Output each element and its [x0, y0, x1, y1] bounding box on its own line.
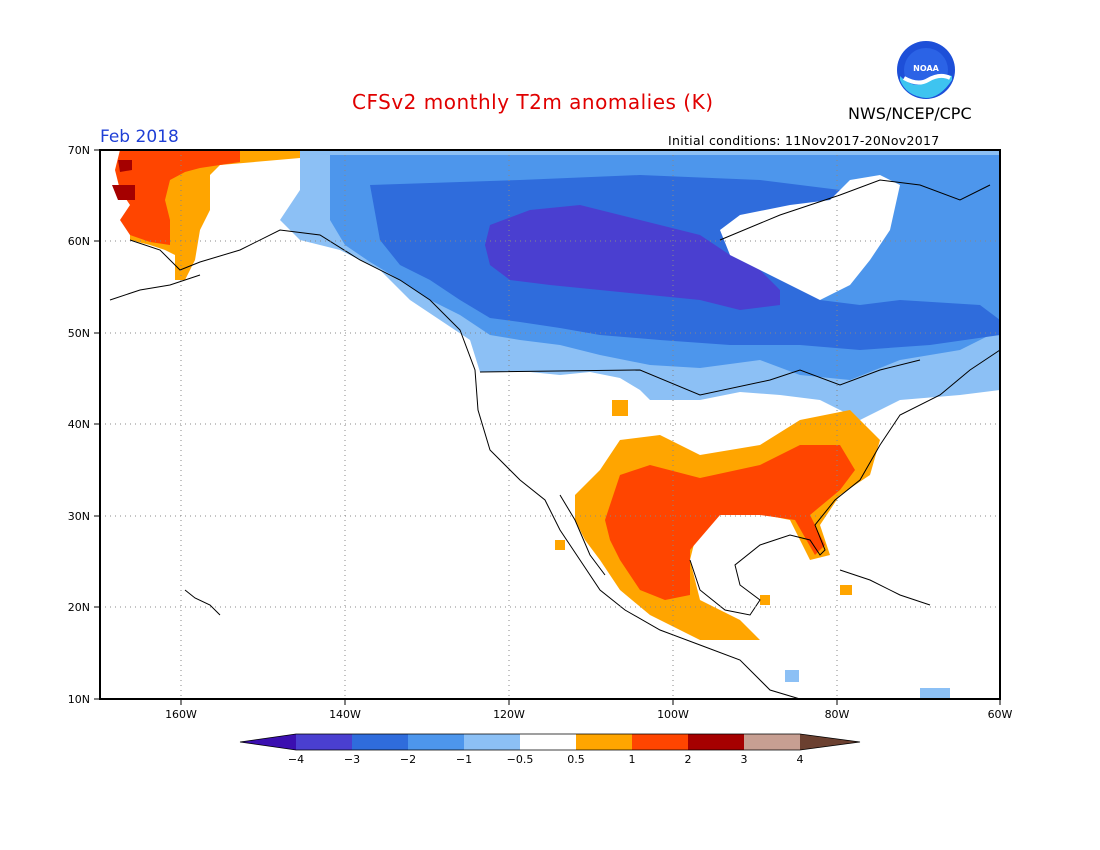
- lon-label: 160W: [165, 708, 197, 721]
- map-title: CFSv2 monthly T2m anomalies (K): [352, 90, 714, 114]
- legend-swatch: [520, 734, 576, 750]
- legend-swatch: [352, 734, 408, 750]
- legend-tick-label: 4: [797, 753, 804, 766]
- legend-swatch: [800, 734, 860, 750]
- anomaly-region-cold-extreme: [485, 205, 780, 310]
- anomaly-patch-warm: [612, 400, 628, 416]
- anomaly-patch-warm: [760, 595, 770, 605]
- legend-tick-label: −1: [456, 753, 472, 766]
- legend-swatch: [632, 734, 688, 750]
- anomaly-patch-cold: [785, 670, 799, 682]
- coastlines: [109, 179, 1001, 700]
- legend-tick-label: 2: [685, 753, 692, 766]
- lat-label: 60N: [68, 235, 90, 248]
- lat-label: 30N: [68, 510, 90, 523]
- legend-tick-label: 0.5: [567, 753, 585, 766]
- legend-swatch: [240, 734, 296, 750]
- anomaly-region-warm-south-strong: [605, 445, 855, 600]
- anomaly-region-warm-alaska-moderate: [130, 150, 300, 280]
- legend-swatch: [744, 734, 800, 750]
- legend-swatch: [576, 734, 632, 750]
- noaa-logo: NOAA: [897, 41, 955, 99]
- map-area: [94, 149, 1001, 705]
- anomaly-region-warm-alaska-extreme: [112, 160, 135, 200]
- gridlines: [100, 150, 1000, 699]
- initial-conditions: Initial conditions: 11Nov2017-20Nov2017: [668, 133, 940, 148]
- legend-tick-label: −3: [344, 753, 360, 766]
- anomaly-patch-warm: [840, 585, 852, 595]
- lat-label: 10N: [68, 693, 90, 706]
- legend-swatch: [464, 734, 520, 750]
- lat-label: 50N: [68, 327, 90, 340]
- lon-label: 140W: [329, 708, 361, 721]
- lon-label: 100W: [657, 708, 689, 721]
- lat-label: 70N: [68, 144, 90, 157]
- valid-month: Feb 2018: [100, 127, 179, 147]
- legend-swatch: [688, 734, 744, 750]
- lat-label: 40N: [68, 418, 90, 431]
- anomaly-region-neutral-greenland: [720, 175, 900, 300]
- legend-tick-label: 3: [741, 753, 748, 766]
- legend-tick-label: 1: [629, 753, 636, 766]
- lat-label: 20N: [68, 601, 90, 614]
- agency-label: NWS/NCEP/CPC: [848, 104, 972, 123]
- anomaly-patch-cold: [920, 688, 950, 699]
- lon-label: 120W: [493, 708, 525, 721]
- legend-tick-label: −4: [288, 753, 304, 766]
- tick-marks: [94, 149, 1001, 705]
- axis-labels: 70N 60N 50N 40N 30N 20N 10N 160W 140W 12…: [68, 144, 1013, 721]
- color-legend: −4 −3 −2 −1 −0.5 0.5 1 2 3 4: [239, 733, 861, 766]
- legend-tick-label: −0.5: [507, 753, 534, 766]
- legend-swatch: [408, 734, 464, 750]
- lon-label: 80W: [825, 708, 850, 721]
- anomaly-region-warm-alaska-strong: [115, 150, 240, 245]
- legend-swatch: [296, 734, 352, 750]
- legend-tick-label: −2: [400, 753, 416, 766]
- lon-label: 60W: [988, 708, 1013, 721]
- logo-text: NOAA: [913, 64, 939, 73]
- anomaly-patch-warm: [555, 540, 565, 550]
